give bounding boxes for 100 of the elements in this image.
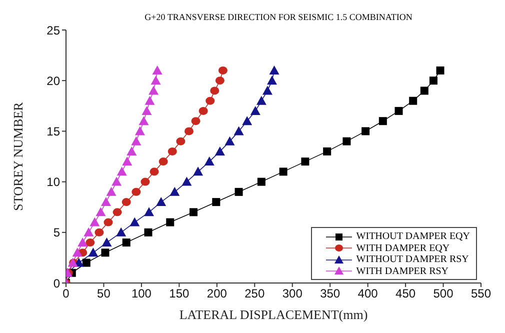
point — [224, 136, 235, 146]
point — [86, 238, 95, 247]
point — [122, 198, 131, 206]
y-tick-label: 15 — [46, 124, 60, 138]
point — [342, 137, 351, 146]
point — [420, 86, 428, 95]
point — [257, 178, 266, 186]
point — [184, 127, 194, 136]
point — [301, 158, 310, 166]
point — [122, 238, 130, 247]
point — [166, 218, 174, 226]
point — [152, 65, 162, 74]
point — [206, 96, 215, 105]
point — [116, 166, 127, 176]
point — [142, 106, 152, 115]
point — [210, 86, 220, 95]
chart-title: G+20 TRANSVERSE DIRECTION FOR SEISMIC 1.5 COMBINATION — [144, 12, 414, 22]
point — [134, 126, 145, 136]
y-axis-title: STOREY NUMBER — [10, 102, 26, 211]
point — [170, 186, 180, 196]
point — [116, 227, 126, 236]
x-tick-label: 500 — [433, 286, 454, 301]
point — [176, 137, 186, 146]
point — [250, 106, 260, 115]
x-tick-label: 400 — [358, 286, 378, 301]
point — [78, 238, 88, 247]
point — [204, 156, 214, 166]
point — [150, 168, 159, 176]
x-tick-label: 450 — [396, 286, 416, 301]
legend-label: WITHOUT DAMPER RSY — [356, 254, 469, 266]
point — [126, 146, 137, 156]
x-tick-label: 50 — [97, 286, 111, 301]
point — [191, 117, 200, 126]
legend-label: WITH DAMPER EQY — [356, 242, 450, 254]
y-tick-label: 0 — [53, 276, 60, 290]
point — [106, 186, 116, 196]
point — [279, 168, 288, 176]
point — [102, 238, 112, 247]
x-tick-label: 300 — [282, 286, 303, 301]
point — [394, 106, 403, 115]
point — [234, 188, 243, 196]
x-tick-label: 350 — [320, 286, 340, 301]
x-tick-label: 100 — [131, 286, 152, 301]
point — [215, 76, 224, 85]
point — [436, 66, 444, 74]
point — [144, 96, 155, 105]
point — [378, 117, 387, 126]
point — [266, 76, 277, 85]
legend-label: WITH DAMPER RSY — [356, 266, 449, 277]
point — [88, 248, 98, 257]
point — [256, 96, 266, 105]
x-tick-label: 200 — [206, 286, 228, 301]
point — [90, 217, 100, 226]
point — [409, 96, 418, 105]
y-tick-label: 5 — [53, 226, 60, 240]
point — [362, 127, 370, 136]
point — [96, 207, 106, 216]
y-tick-label: 25 — [46, 23, 60, 38]
point — [218, 66, 228, 74]
point — [148, 86, 159, 95]
point — [112, 208, 122, 216]
point — [72, 248, 82, 257]
point — [429, 76, 438, 85]
point — [150, 76, 161, 85]
point — [122, 156, 132, 166]
point — [144, 228, 152, 236]
x-axis-title: LATERAL DISPLACEMENT(mm) — [179, 307, 368, 322]
point — [131, 136, 142, 146]
point — [156, 197, 166, 206]
point — [168, 147, 177, 156]
x-tick-label: 150 — [169, 286, 190, 301]
point — [190, 208, 198, 216]
legend-label: WITHOUT DAMPER EQY — [356, 231, 470, 242]
point — [101, 248, 110, 257]
point — [82, 258, 90, 267]
point — [212, 198, 220, 206]
point — [214, 146, 225, 156]
point — [132, 188, 141, 196]
y-tick-label: 20 — [46, 74, 60, 88]
x-tick-label: 250 — [244, 286, 265, 301]
x-tick-label: 0 — [62, 286, 70, 301]
point — [144, 207, 154, 216]
point — [158, 158, 168, 166]
point — [130, 217, 140, 226]
point — [234, 126, 244, 136]
x-tick-label: 550 — [470, 286, 492, 301]
y-tick-label: 10 — [46, 175, 60, 190]
point — [323, 147, 332, 156]
point — [100, 197, 111, 206]
point — [112, 176, 122, 186]
point — [104, 218, 113, 226]
point — [140, 178, 150, 186]
point — [182, 176, 192, 186]
point — [269, 65, 280, 74]
point — [193, 166, 204, 176]
point — [138, 116, 149, 126]
point — [94, 228, 104, 236]
point — [198, 106, 208, 115]
point — [242, 116, 252, 126]
point — [84, 227, 94, 236]
